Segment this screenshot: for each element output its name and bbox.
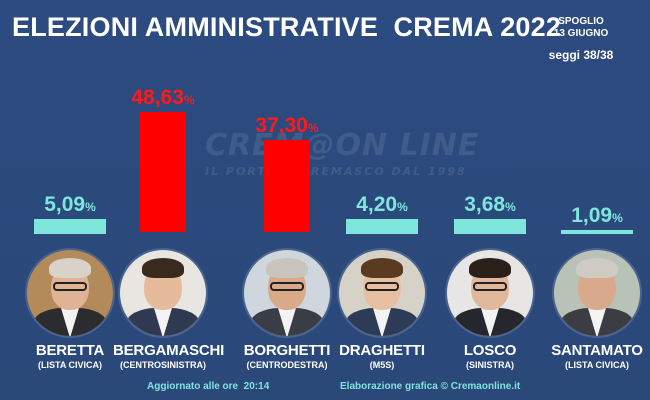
- candidate-photo-losco-icon: [447, 250, 533, 336]
- candidate-name: BORGHETTI: [243, 342, 331, 359]
- watermark-logo: CREM@ON LINE IL PORTALE CREMASCO DAL 199…: [205, 128, 479, 178]
- candidate-name: DRAGHETTI: [339, 342, 425, 359]
- count-date: 13 GIUGNO: [553, 28, 609, 39]
- value-label-santamato: 1,09%: [571, 204, 623, 227]
- polling-stations-count: seggi 38/38: [548, 48, 614, 62]
- value-label-beretta: 5,09%: [44, 193, 96, 216]
- candidate-party: (LISTA CIVICA): [38, 360, 102, 370]
- candidate-name: BERGAMASCHI: [113, 342, 225, 359]
- bar-draghetti: [346, 219, 418, 234]
- value-label-draghetti: 4,20%: [356, 193, 408, 216]
- value-label-bergamaschi: 48,63%: [131, 86, 195, 109]
- bar-borghetti: [264, 139, 310, 232]
- candidate-card: DRAGHETTI (M5S): [332, 250, 432, 370]
- candidate-card: LOSCO (SINISTRA): [440, 250, 540, 370]
- value-label-losco: 3,68%: [464, 193, 516, 216]
- bar-beretta: [34, 219, 106, 234]
- candidate-photo-santamato-icon: [554, 250, 640, 336]
- candidate-name: LOSCO: [463, 342, 517, 359]
- last-updated: Aggiornato alle ore 20:14: [147, 381, 270, 392]
- candidate-party: (LISTA CIVICA): [565, 360, 629, 370]
- candidate-name: SANTAMATO: [551, 342, 643, 359]
- candidate-name: BERETTA: [35, 342, 105, 359]
- candidate-photo-draghetti-icon: [339, 250, 425, 336]
- graphic-credit: Elaborazione grafica © Cremaonline.it: [340, 381, 521, 392]
- bar-losco: [454, 219, 526, 234]
- bar-bergamaschi: [140, 112, 186, 232]
- value-label-borghetti: 37,30%: [255, 114, 319, 137]
- candidate-photo-bergamaschi-icon: [120, 250, 206, 336]
- candidate-card: BERGAMASCHI (CENTROSINISTRA): [113, 250, 225, 370]
- watermark-text: CREM@ON LINE: [205, 128, 480, 163]
- candidate-party: (M5S): [369, 360, 395, 370]
- candidate-photo-beretta-icon: [27, 250, 113, 336]
- count-info: SPOGLIO 13 GIUGNO seggi 38/38: [526, 16, 636, 62]
- vote-share-bar-chart: 5,09% 48,63% 37,30% 4,20% 3,68% 1,09%: [34, 86, 633, 234]
- page-title: ELEZIONI AMMINISTRATIVE CREMA 2022: [12, 12, 562, 42]
- candidate-photo-borghetti-icon: [244, 250, 330, 336]
- candidate-party: (SINISTRA): [466, 360, 514, 370]
- candidate-party: (CENTROSINISTRA): [120, 360, 206, 370]
- candidate-party: (CENTRODESTRA): [246, 360, 328, 370]
- count-status: SPOGLIO: [558, 16, 604, 27]
- candidate-card: BORGHETTI (CENTRODESTRA): [237, 250, 337, 370]
- candidate-card: BERETTA (LISTA CIVICA): [20, 250, 120, 370]
- candidate-card: SANTAMATO (LISTA CIVICA): [547, 250, 647, 370]
- bar-santamato: [561, 230, 633, 234]
